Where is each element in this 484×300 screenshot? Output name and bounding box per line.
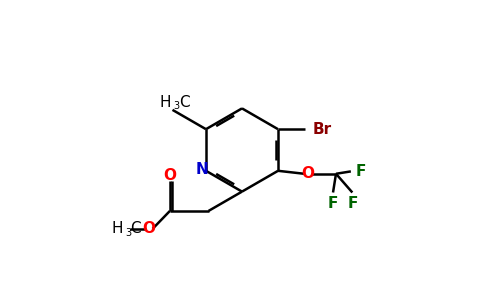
Text: N: N (196, 162, 208, 177)
Text: F: F (355, 164, 366, 179)
Text: O: O (143, 221, 155, 236)
Text: H: H (160, 95, 171, 110)
Text: Br: Br (312, 122, 332, 137)
Text: O: O (164, 168, 176, 183)
Text: O: O (301, 166, 314, 181)
Text: H: H (111, 221, 123, 236)
Text: 3: 3 (173, 101, 180, 111)
Text: 3: 3 (125, 228, 131, 238)
Text: C: C (179, 95, 190, 110)
Text: F: F (328, 196, 338, 211)
Text: C: C (130, 221, 140, 236)
Text: F: F (347, 196, 358, 211)
